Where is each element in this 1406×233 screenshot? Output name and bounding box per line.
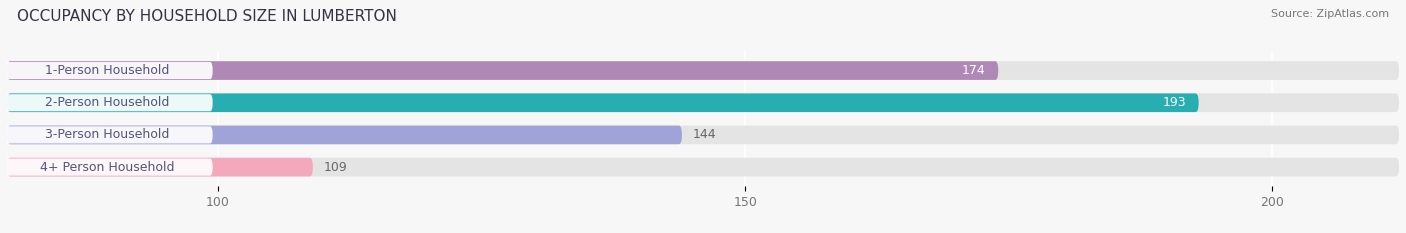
FancyBboxPatch shape [1,126,212,144]
Text: Source: ZipAtlas.com: Source: ZipAtlas.com [1271,9,1389,19]
FancyBboxPatch shape [7,61,998,80]
Text: 2-Person Household: 2-Person Household [45,96,169,109]
FancyBboxPatch shape [1,158,212,176]
FancyBboxPatch shape [7,158,1399,176]
FancyBboxPatch shape [1,94,212,111]
Text: 109: 109 [323,161,347,174]
FancyBboxPatch shape [1,62,212,79]
Text: 174: 174 [962,64,986,77]
FancyBboxPatch shape [7,126,1399,144]
FancyBboxPatch shape [7,158,312,176]
FancyBboxPatch shape [7,93,1198,112]
FancyBboxPatch shape [7,93,1399,112]
Text: 4+ Person Household: 4+ Person Household [39,161,174,174]
Text: 144: 144 [693,128,716,141]
FancyBboxPatch shape [7,126,682,144]
Text: 193: 193 [1163,96,1187,109]
Text: OCCUPANCY BY HOUSEHOLD SIZE IN LUMBERTON: OCCUPANCY BY HOUSEHOLD SIZE IN LUMBERTON [17,9,396,24]
Text: 3-Person Household: 3-Person Household [45,128,169,141]
Text: 1-Person Household: 1-Person Household [45,64,169,77]
FancyBboxPatch shape [7,61,1399,80]
